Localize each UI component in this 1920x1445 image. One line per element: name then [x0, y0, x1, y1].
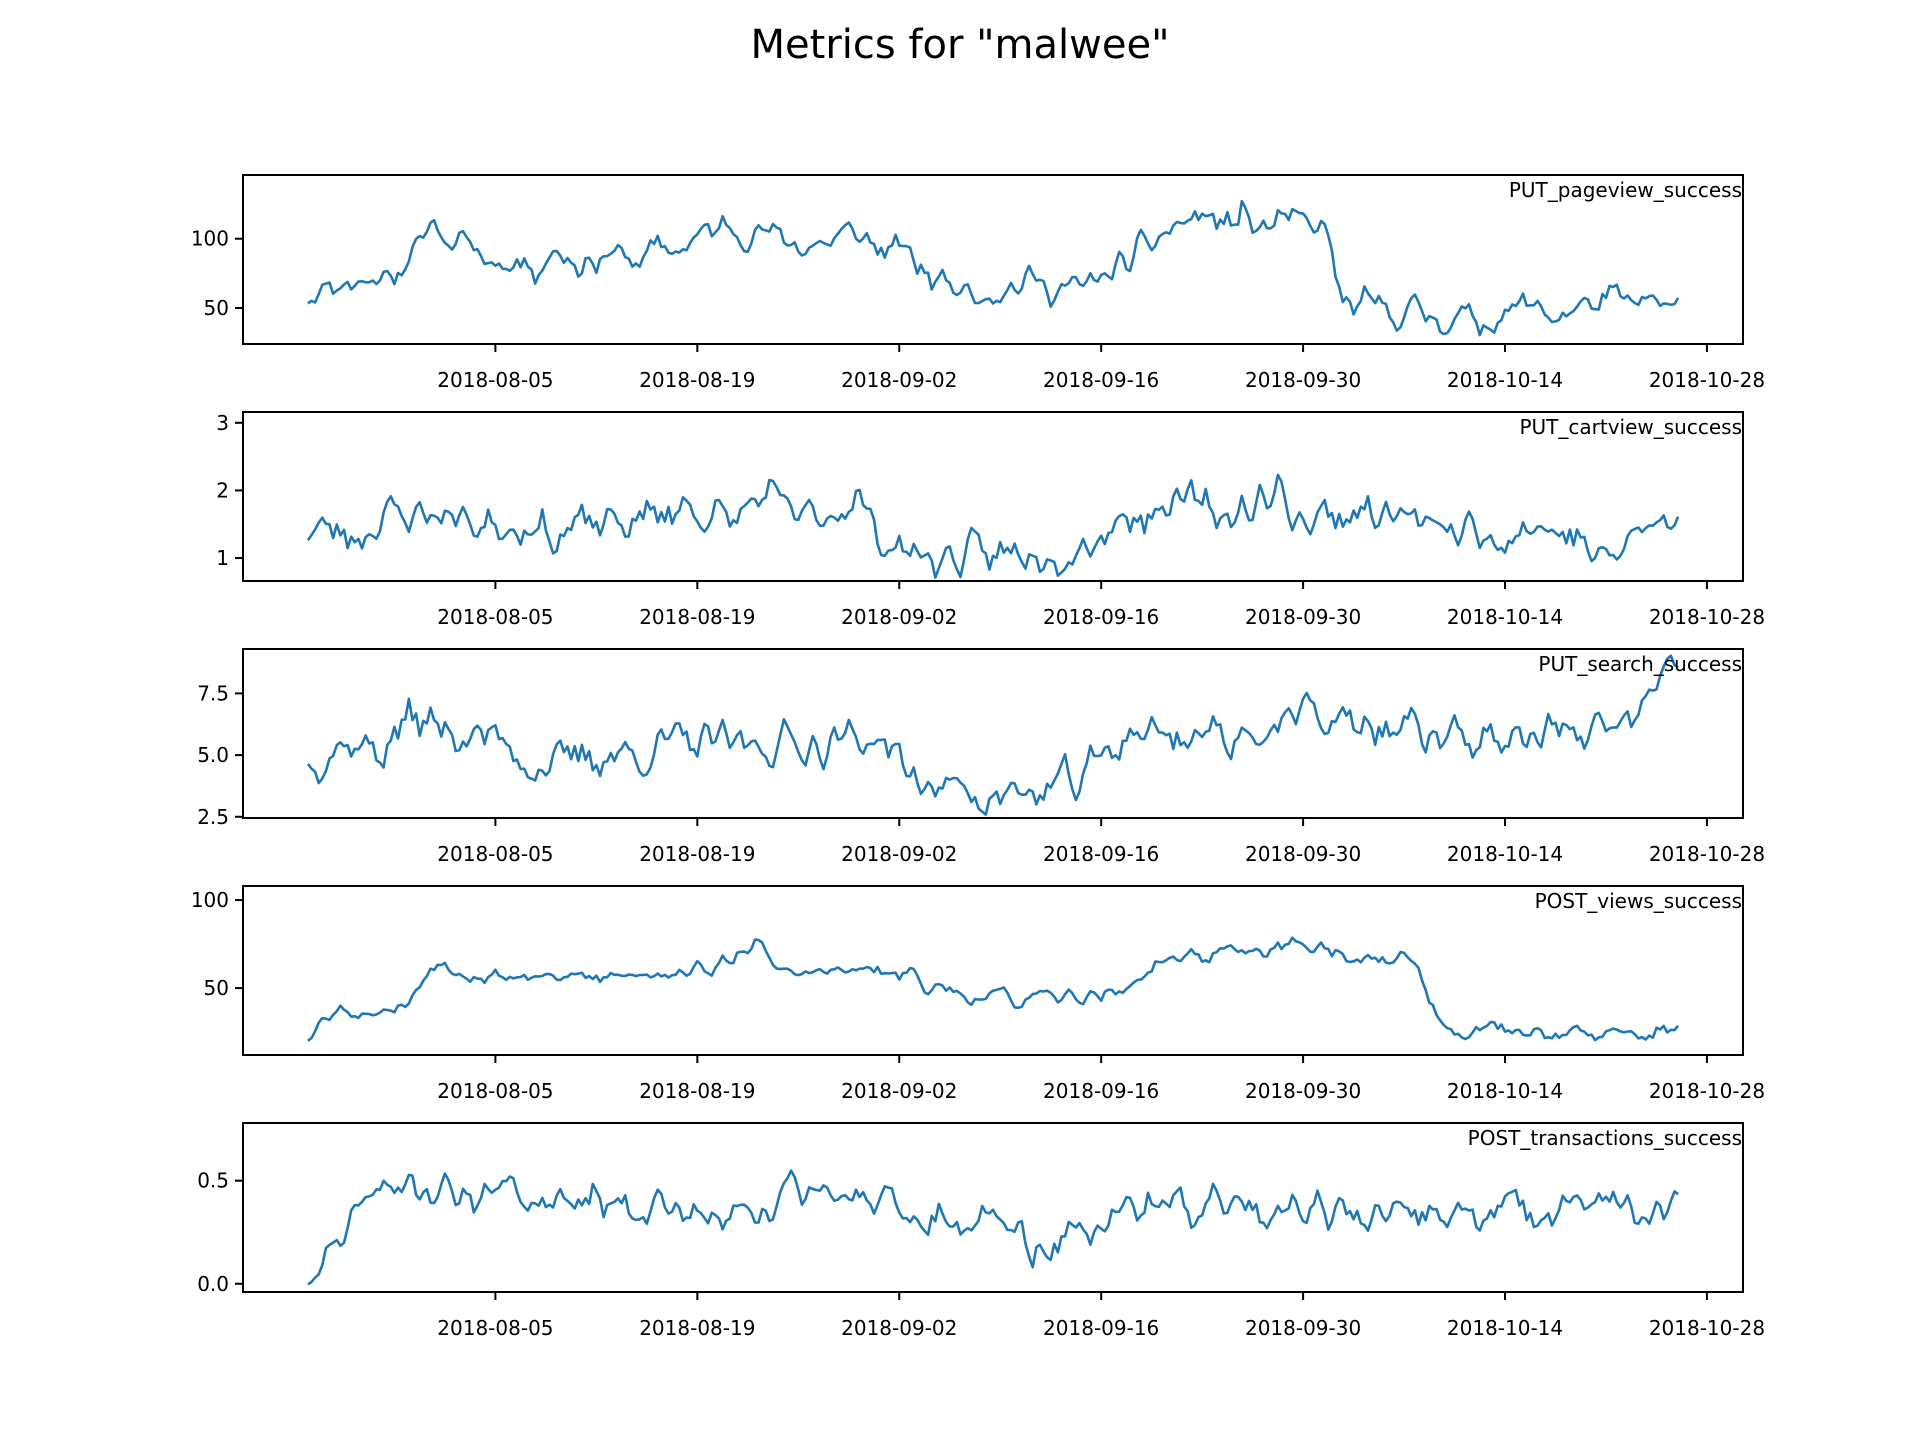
subplot-2: 2018-08-05 2018-08-19 2018-09-02 2018-09-16… — [197, 648, 1765, 866]
x-tick-label: 2018-09-02 — [841, 1316, 957, 1340]
x-tick-label: 2018-09-30 — [1245, 1316, 1361, 1340]
y-tick-label: 1 — [216, 546, 229, 570]
x-tick-label: 2018-09-30 — [1245, 842, 1361, 866]
x-tick-label: 2018-10-28 — [1649, 605, 1765, 629]
y-tick-label: 2.5 — [197, 805, 229, 829]
x-tick-label: 2018-10-28 — [1649, 842, 1765, 866]
y-tick-label: 5.0 — [197, 743, 229, 767]
series-line-PUT_cartview_success — [306, 473, 1680, 579]
x-tick-label: 2018-08-05 — [437, 368, 553, 392]
axes-frame — [242, 411, 1744, 582]
y-tick-label: 2 — [216, 478, 229, 502]
legend-label: POST_transactions_success — [1468, 1126, 1742, 1150]
y-tick-label: 100 — [191, 227, 229, 251]
x-tick-label: 2018-09-30 — [1245, 368, 1361, 392]
legend-label: PUT_cartview_success — [1519, 415, 1742, 439]
y-tick-label: 3 — [216, 411, 229, 435]
axes-frame — [242, 1122, 1744, 1293]
x-tick-label: 2018-09-02 — [841, 1079, 957, 1103]
legend-label: PUT_search_success — [1538, 652, 1742, 676]
x-tick-label: 2018-10-14 — [1447, 842, 1563, 866]
subplot-1: 2018-08-05 2018-08-19 2018-09-02 2018-09-16… — [216, 411, 1765, 629]
x-tick-label: 2018-08-19 — [639, 1316, 755, 1340]
y-tick-label: 50 — [204, 296, 229, 320]
x-tick-label: 2018-10-28 — [1649, 1316, 1765, 1340]
x-tick-label: 2018-10-28 — [1649, 368, 1765, 392]
figure-title: Metrics for "malwee" — [750, 22, 1170, 68]
x-tick-label: 2018-10-14 — [1447, 605, 1563, 629]
x-tick-label: 2018-10-28 — [1649, 1079, 1765, 1103]
series-line-POST_views_success — [307, 936, 1680, 1042]
x-tick-label: 2018-10-14 — [1447, 1079, 1563, 1103]
x-tick-label: 2018-08-19 — [639, 1079, 755, 1103]
x-tick-label: 2018-09-30 — [1245, 1079, 1361, 1103]
y-tick-label: 100 — [191, 888, 229, 912]
x-tick-label: 2018-10-14 — [1447, 1316, 1563, 1340]
legend-label: POST_views_success — [1535, 889, 1742, 913]
x-tick-label: 2018-08-05 — [437, 842, 553, 866]
subplot-0: 2018-08-05 2018-08-19 2018-09-02 2018-09-16… — [191, 174, 1765, 392]
x-tick-label: 2018-08-19 — [639, 368, 755, 392]
series-line-POST_transactions_success — [307, 1169, 1679, 1286]
x-tick-label: 2018-09-16 — [1043, 1316, 1159, 1340]
axes-frame — [242, 174, 1744, 345]
legend-label: PUT_pageview_success — [1509, 178, 1742, 202]
x-tick-label: 2018-09-30 — [1245, 605, 1361, 629]
x-tick-label: 2018-08-05 — [437, 1316, 553, 1340]
x-tick-label: 2018-09-02 — [841, 842, 957, 866]
series-line-PUT_pageview_success — [307, 199, 1680, 337]
series-line-PUT_search_success — [306, 654, 1679, 816]
x-tick-label: 2018-08-05 — [437, 1079, 553, 1103]
axes-frame — [242, 648, 1744, 819]
x-tick-label: 2018-09-16 — [1043, 368, 1159, 392]
x-tick-label: 2018-09-16 — [1043, 842, 1159, 866]
x-tick-label: 2018-08-19 — [639, 605, 755, 629]
x-tick-label: 2018-09-16 — [1043, 605, 1159, 629]
x-tick-label: 2018-09-02 — [841, 605, 957, 629]
x-tick-label: 2018-09-16 — [1043, 1079, 1159, 1103]
y-tick-label: 0.5 — [197, 1169, 229, 1193]
subplot-3: 2018-08-05 2018-08-19 2018-09-02 2018-09-16… — [191, 885, 1765, 1103]
x-tick-label: 2018-08-05 — [437, 605, 553, 629]
y-tick-label: 0.0 — [197, 1272, 229, 1296]
x-tick-label: 2018-08-19 — [639, 842, 755, 866]
x-tick-label: 2018-09-02 — [841, 368, 957, 392]
y-tick-label: 7.5 — [197, 681, 229, 705]
y-tick-label: 50 — [204, 976, 229, 1000]
subplot-4: 2018-08-05 2018-08-19 2018-09-02 2018-09-16… — [197, 1122, 1765, 1340]
x-tick-label: 2018-10-14 — [1447, 368, 1563, 392]
axes-frame — [242, 885, 1744, 1056]
